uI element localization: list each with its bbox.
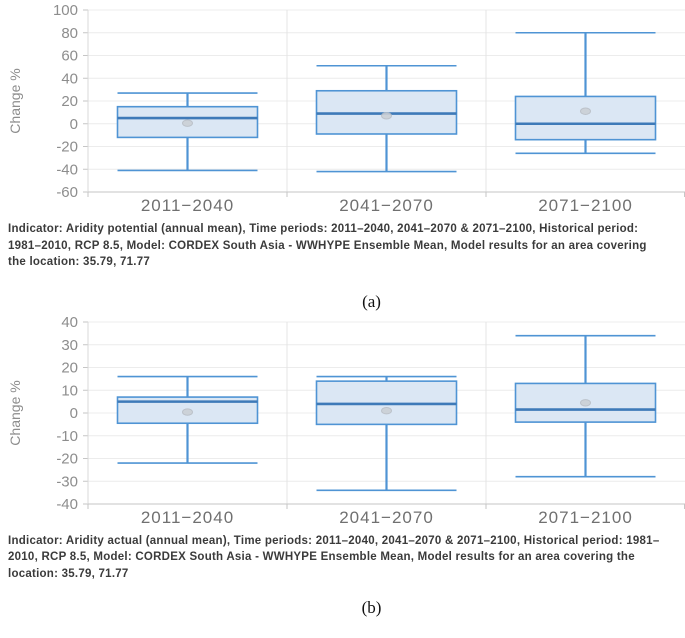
y-tick-label: 60: [61, 48, 78, 65]
box-series-2071−2100: [514, 334, 657, 477]
x-axis-labels: 2011−2040 2041−2070 2071−2100: [141, 196, 633, 215]
caption-a: Indicator: Aridity potential (annual mea…: [8, 223, 647, 268]
mean-marker: [182, 407, 193, 416]
y-tick-label: -40: [56, 496, 78, 513]
box-series-2011−2040: [116, 375, 259, 464]
y-tick-label: 100: [53, 2, 78, 19]
y-tick-label: -60: [56, 184, 78, 201]
box-series-2041−2070: [315, 64, 458, 173]
y-tick-label: 10: [61, 382, 78, 399]
subfigure-label-b: (b): [361, 598, 382, 617]
y-tick-label: 30: [61, 336, 78, 353]
x-tick-label: 2011−2040: [141, 196, 234, 215]
y-tick-label: 0: [70, 116, 78, 133]
x-tick-label: 2071−2100: [538, 508, 633, 527]
y-tick-label: 0: [70, 405, 78, 422]
box-series-2011−2040: [116, 92, 259, 172]
y-tick-label: -10: [56, 427, 78, 444]
y-axis-ticks: 100 80 60 40 20 0 -20 -40 -60: [53, 2, 88, 201]
y-tick-label: -20: [56, 139, 78, 156]
column-dividers: [286, 321, 487, 504]
y-tick-label: -40: [56, 161, 78, 178]
x-axis-labels: 2011−2040 2041−2070 2071−2100: [141, 508, 633, 527]
y-tick-label: -30: [56, 473, 78, 490]
mean-marker: [580, 107, 591, 115]
axes: [87, 321, 685, 509]
y-tick-label: 40: [61, 70, 78, 87]
box-series-2041−2070: [315, 375, 458, 491]
iqr-box: [514, 95, 657, 141]
y-axis-title: Change %: [7, 68, 23, 133]
x-tick-label: 2041−2070: [339, 508, 434, 527]
y-tick-label: 20: [61, 359, 78, 376]
subfigure-label-a: (a): [362, 291, 381, 311]
y-tick-label: 40: [61, 314, 78, 331]
y-tick-label: 20: [61, 93, 78, 110]
y-tick-label: 80: [61, 25, 78, 42]
figure-a: 100 80 60 40 20 0 -20 -40 -60 Change % 2011−2040 20…: [0, 0, 685, 312]
mean-marker: [381, 112, 392, 120]
mean-marker: [580, 398, 591, 406]
caption-b: Indicator: Aridity actual (annual mean),…: [8, 534, 660, 580]
y-axis-ticks: 40 30 20 10 0 -10 -20 -30 -40: [56, 314, 88, 513]
column-dividers: [286, 10, 487, 192]
mean-marker: [182, 119, 193, 127]
x-tick-label: 2071−2100: [538, 196, 633, 215]
y-axis-title: Change %: [7, 380, 23, 445]
y-tick-label: -20: [56, 450, 78, 467]
figure-b: 40 30 20 10 0 -10 -20 -30 -40 Change % 2011−2040 20…: [0, 312, 685, 619]
mean-marker: [381, 406, 392, 414]
box-series-2071−2100: [514, 31, 657, 155]
x-tick-label: 2011−2040: [141, 508, 234, 527]
x-tick-label: 2041−2070: [339, 196, 434, 215]
